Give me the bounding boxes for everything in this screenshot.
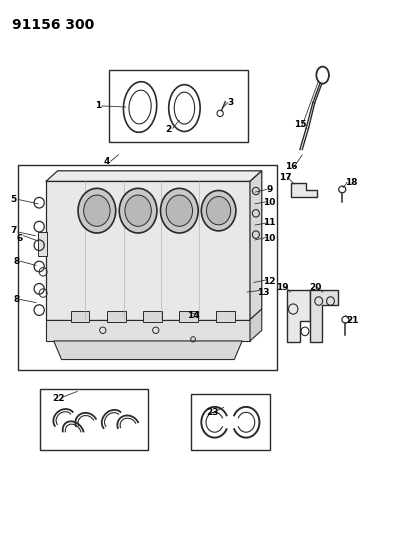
Ellipse shape bbox=[129, 90, 151, 124]
Polygon shape bbox=[46, 320, 250, 341]
Polygon shape bbox=[46, 181, 250, 320]
Ellipse shape bbox=[169, 85, 200, 132]
Text: 1: 1 bbox=[95, 101, 101, 110]
Bar bbox=[143, 311, 162, 322]
Polygon shape bbox=[310, 290, 338, 342]
Text: 7: 7 bbox=[11, 226, 17, 235]
Text: 4: 4 bbox=[104, 157, 110, 166]
Text: 2: 2 bbox=[165, 125, 172, 134]
Text: 20: 20 bbox=[309, 283, 322, 292]
Ellipse shape bbox=[78, 188, 116, 233]
Ellipse shape bbox=[84, 195, 110, 227]
Ellipse shape bbox=[166, 195, 193, 227]
Text: 9: 9 bbox=[266, 185, 273, 194]
Ellipse shape bbox=[119, 188, 157, 233]
Ellipse shape bbox=[201, 190, 236, 231]
Text: 22: 22 bbox=[52, 394, 65, 403]
Polygon shape bbox=[54, 341, 242, 360]
Text: 23: 23 bbox=[206, 408, 219, 417]
Polygon shape bbox=[38, 232, 47, 256]
Polygon shape bbox=[250, 171, 262, 320]
Text: 10: 10 bbox=[264, 198, 276, 207]
Polygon shape bbox=[291, 182, 317, 197]
Text: 18: 18 bbox=[345, 178, 357, 187]
Ellipse shape bbox=[123, 82, 157, 132]
Ellipse shape bbox=[174, 92, 195, 124]
Text: 6: 6 bbox=[17, 234, 23, 243]
Bar bbox=[179, 311, 198, 322]
Ellipse shape bbox=[206, 197, 230, 225]
Bar bbox=[40, 389, 148, 450]
Bar bbox=[19, 165, 277, 370]
Text: 8: 8 bbox=[13, 257, 20, 265]
Text: 21: 21 bbox=[346, 316, 359, 325]
Bar bbox=[71, 311, 89, 322]
Bar bbox=[191, 394, 269, 450]
Text: 13: 13 bbox=[257, 287, 269, 296]
Ellipse shape bbox=[125, 195, 151, 227]
Text: 15: 15 bbox=[294, 119, 306, 128]
Text: 16: 16 bbox=[285, 162, 297, 171]
Text: 91156 300: 91156 300 bbox=[13, 18, 95, 31]
Text: 3: 3 bbox=[227, 98, 234, 107]
Polygon shape bbox=[287, 290, 310, 342]
Polygon shape bbox=[46, 171, 262, 181]
Bar bbox=[216, 311, 235, 322]
Polygon shape bbox=[250, 309, 262, 341]
Bar bbox=[109, 70, 248, 142]
Bar bbox=[107, 311, 126, 322]
Text: 14: 14 bbox=[187, 311, 199, 320]
Text: 17: 17 bbox=[279, 173, 291, 182]
Text: 8: 8 bbox=[13, 295, 20, 304]
Text: 11: 11 bbox=[263, 219, 276, 228]
Text: 5: 5 bbox=[10, 195, 17, 204]
Text: 12: 12 bbox=[263, 277, 276, 286]
Text: 19: 19 bbox=[276, 283, 289, 292]
Ellipse shape bbox=[160, 188, 198, 233]
Text: 10: 10 bbox=[264, 235, 276, 244]
